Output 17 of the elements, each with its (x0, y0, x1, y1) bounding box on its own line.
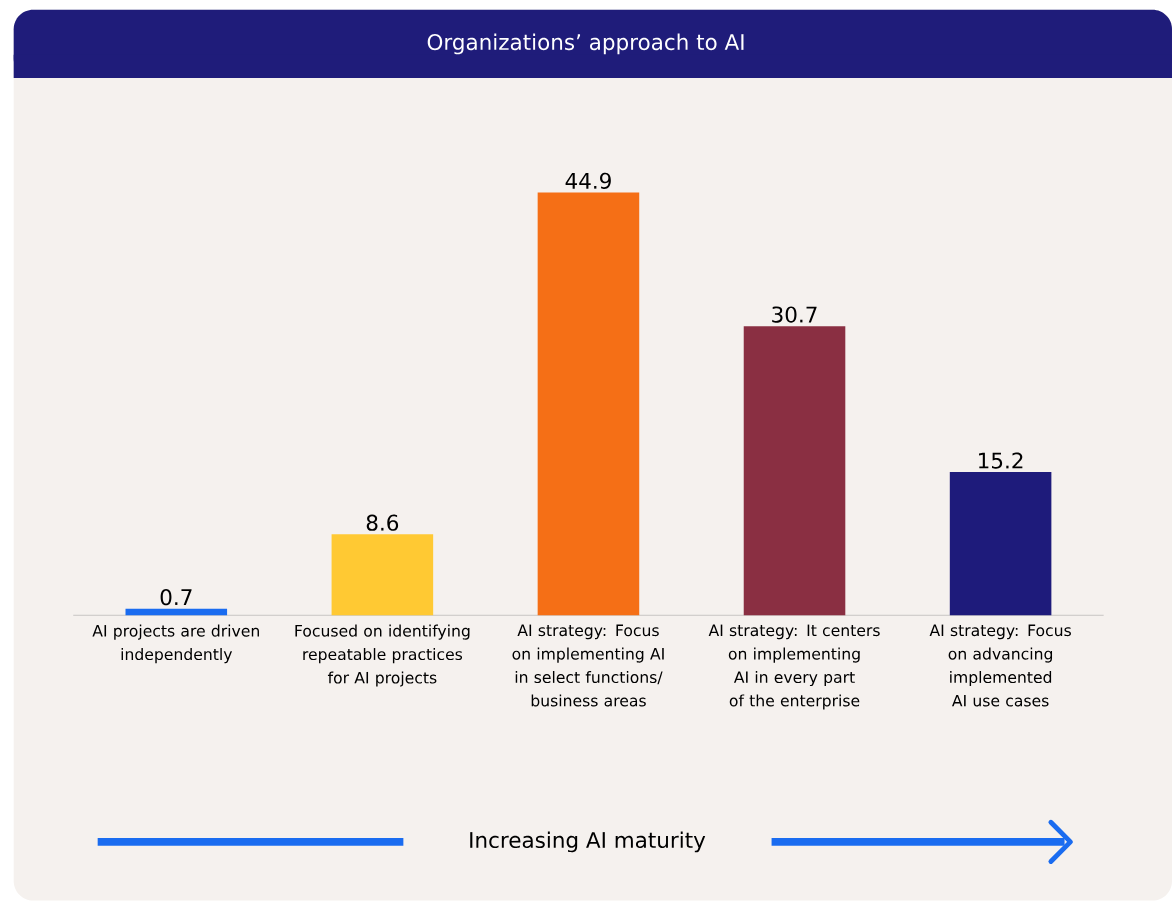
bar (331, 534, 434, 616)
data-label: 15.2 (979, 452, 1023, 469)
x-tick-label: AI projects are driven independently (92, 624, 259, 663)
bar (537, 192, 640, 616)
bar (743, 325, 846, 616)
bar (125, 608, 228, 616)
x-tick-label: AI strategy: Focus on advancing implemented AI use cases (929, 624, 1071, 707)
x-tick-label: AI strategy: Focus on implementing AI in select functions/ business areas (512, 624, 664, 707)
text: Increasing AI maturity (470, 831, 706, 853)
bar (949, 471, 1052, 616)
data-label: 30.7 (772, 306, 817, 323)
data-label: 44.9 (565, 172, 611, 189)
data-label: 0.7 (160, 588, 192, 606)
chart-title: Organizations’ approach to AI (427, 33, 744, 55)
data-label: 8.6 (366, 514, 399, 531)
x-tick-label: Focused on identifying repeatable practices for AI projects (295, 624, 470, 687)
x-tick-label: AI strategy: It centers on implementing AI in every part of the enterprise (708, 624, 880, 710)
